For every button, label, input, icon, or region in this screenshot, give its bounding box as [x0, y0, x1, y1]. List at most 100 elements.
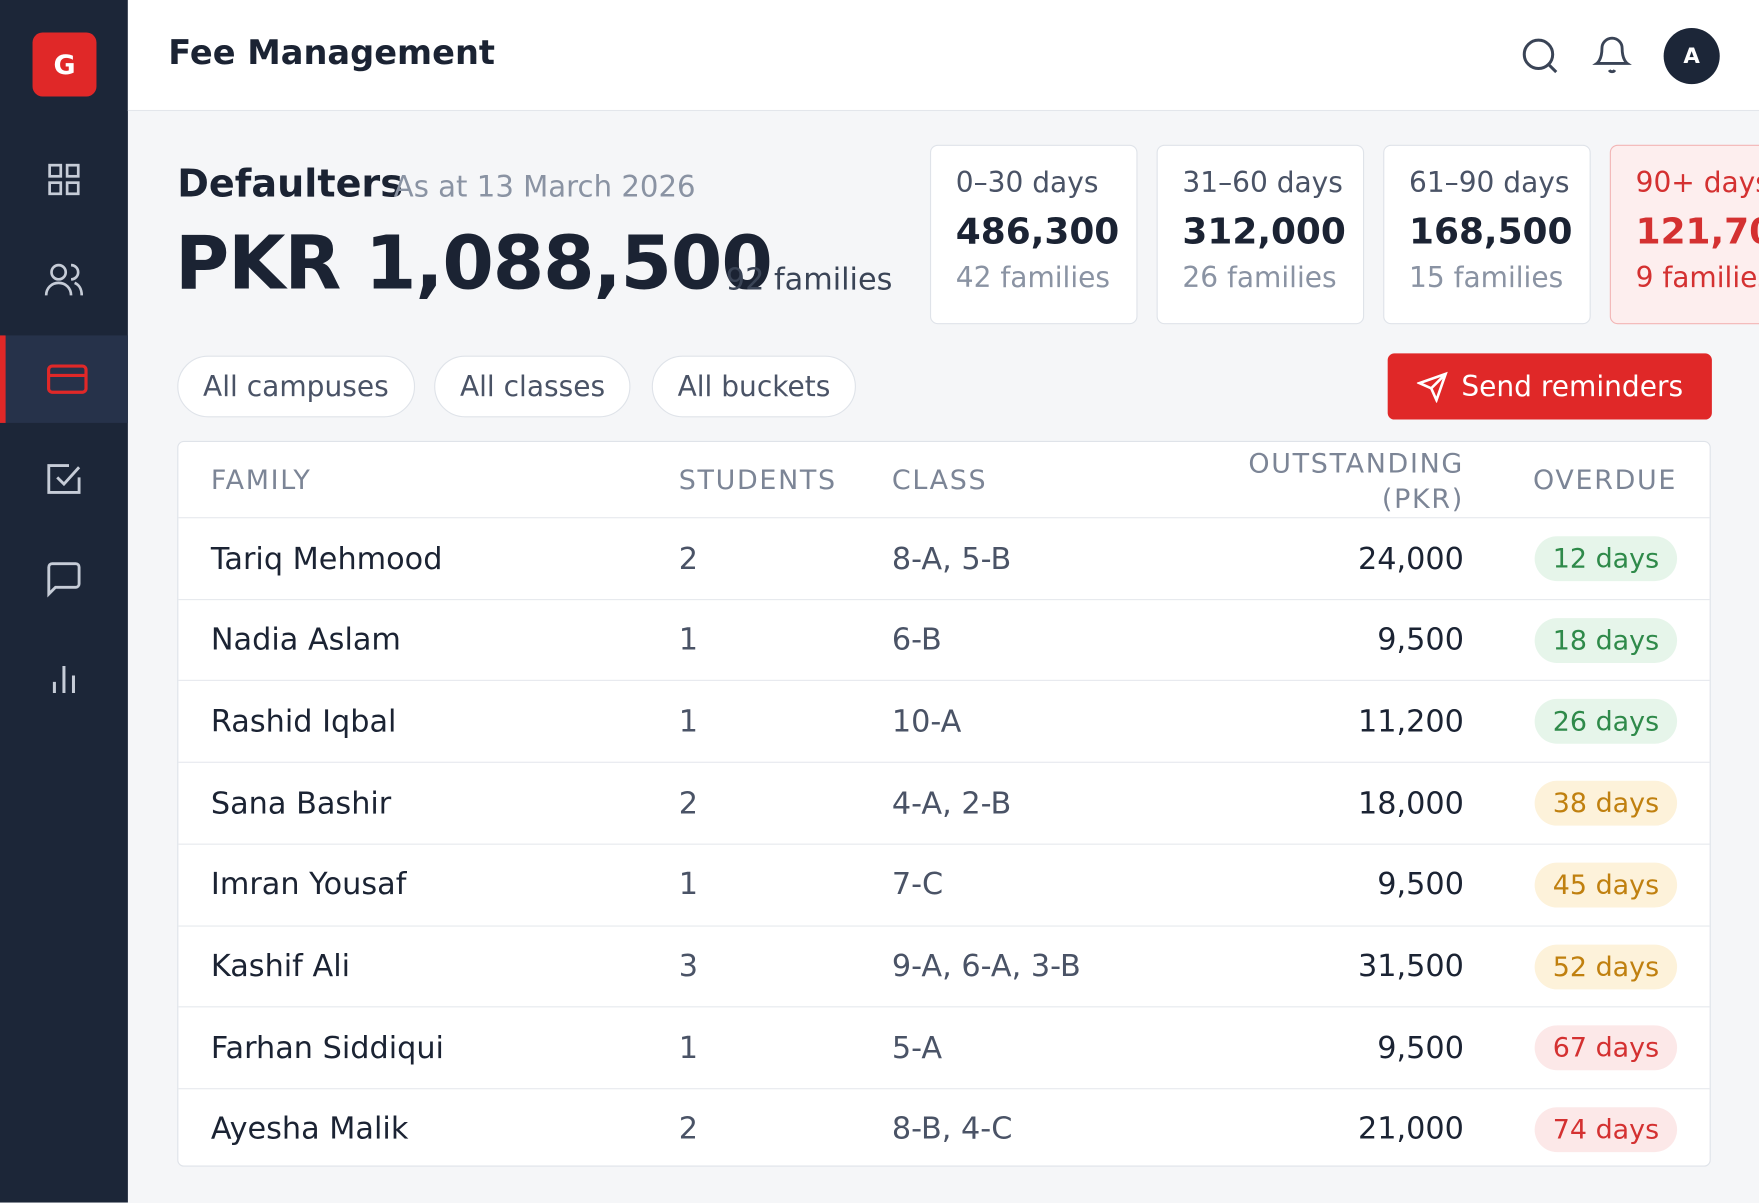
table-row[interactable]: Farhan Siddiqui 1 5-A 9,500 67 days: [178, 1006, 1710, 1089]
top-bar: Fee Management A: [127, 0, 1759, 112]
bucket-label: 90+ days: [1635, 166, 1759, 199]
family-cell: Tariq Mehmood: [210, 541, 443, 577]
students-cell: 1: [678, 867, 698, 903]
bucket-card[interactable]: 90+ days 121,700 9 families: [1609, 144, 1759, 325]
family-cell: Kashif Ali: [210, 949, 351, 984]
overdue-cell: 38 days: [1534, 763, 1678, 844]
overdue-badge: 12 days: [1534, 536, 1678, 582]
nav-reports[interactable]: [0, 635, 128, 723]
students-cell: 1: [678, 1030, 698, 1066]
class-cell: 7-C: [891, 867, 944, 903]
bucket-card[interactable]: 0–30 days 486,300 42 families: [929, 144, 1138, 325]
column-header: OVERDUE: [1533, 464, 1678, 496]
bucket-amount: 121,700: [1635, 209, 1759, 253]
filter-chip[interactable]: All campuses: [177, 355, 415, 418]
class-cell: 8-A, 5-B: [891, 541, 1012, 577]
overdue-cell: 74 days: [1534, 1089, 1678, 1165]
icon: [47, 464, 81, 494]
overdue-cell: 26 days: [1534, 681, 1678, 762]
students-cell: 2: [678, 1112, 698, 1147]
students-cell: 1: [678, 622, 698, 658]
send-reminders-button[interactable]: Send reminders: [1387, 353, 1712, 420]
bucket-amount: 486,300: [955, 209, 1120, 253]
overdue-cell: 18 days: [1534, 600, 1678, 681]
button-label: Send reminders: [1461, 370, 1684, 403]
table-row[interactable]: Imran Yousaf 1 7-C 9,500 45 days: [178, 843, 1710, 925]
defaulters-table: FAMILY STUDENTS CLASS OUTSTANDING (PKR) OVER…: [177, 440, 1711, 1167]
outstanding-cell: 18,000: [1357, 785, 1464, 821]
bucket-card[interactable]: 31–60 days 312,000 26 families: [1156, 144, 1365, 325]
class-cell: 6-B: [891, 622, 942, 658]
overdue-badge: 45 days: [1534, 862, 1678, 908]
outstanding-cell: 21,000: [1357, 1112, 1464, 1147]
family-cell: Farhan Siddiqui: [210, 1030, 444, 1066]
nav-tasks[interactable]: [0, 435, 128, 523]
family-cell: Sana Bashir: [210, 785, 392, 821]
outstanding-cell: 9,500: [1377, 1030, 1464, 1066]
table-row[interactable]: Nadia Aslam 1 6-B 9,500 18 days: [178, 598, 1710, 681]
send-icon: [1416, 371, 1448, 403]
column-header: OUTSTANDING (PKR): [1248, 447, 1464, 515]
icon: [46, 364, 88, 394]
overdue-badge: 74 days: [1534, 1107, 1678, 1152]
column-header: STUDENTS: [678, 464, 837, 496]
class-cell: 10-A: [891, 704, 962, 740]
overdue-badge: 38 days: [1534, 780, 1678, 826]
overdue-badge: 26 days: [1534, 699, 1678, 745]
class-cell: 4-A, 2-B: [891, 785, 1012, 821]
overdue-cell: 67 days: [1534, 1008, 1678, 1089]
column-header: FAMILY: [210, 464, 312, 496]
class-cell: 5-A: [891, 1030, 943, 1066]
table-row[interactable]: Sana Bashir 2 4-A, 2-B 18,000 38 days: [178, 761, 1710, 844]
summary-families: 92 families: [725, 262, 893, 298]
family-cell: Ayesha Malik: [210, 1112, 409, 1147]
table-row[interactable]: Kashif Ali 3 9-A, 6-A, 3-B 31,500 52 days: [178, 924, 1710, 1007]
icon: [48, 163, 80, 196]
nav-messages[interactable]: [0, 535, 128, 623]
bucket-families: 42 families: [955, 261, 1111, 294]
family-cell: Rashid Iqbal: [210, 704, 397, 740]
overdue-cell: 45 days: [1534, 844, 1678, 925]
nav-dashboard[interactable]: [0, 136, 128, 224]
overdue-badge: 52 days: [1534, 944, 1678, 989]
overdue-badge: 67 days: [1534, 1025, 1678, 1071]
icon: [52, 665, 75, 693]
overdue-cell: 12 days: [1534, 518, 1678, 599]
page-title: Fee Management: [168, 33, 495, 73]
table-row[interactable]: Ayesha Malik 2 8-B, 4-C 21,000 74 days: [178, 1088, 1710, 1166]
students-cell: 2: [678, 541, 698, 577]
summary-total: PKR 1,088,500: [175, 219, 773, 307]
bell-icon[interactable]: [1592, 35, 1632, 75]
summary-title: Defaulters: [177, 161, 403, 207]
outstanding-cell: 9,500: [1377, 622, 1464, 658]
avatar[interactable]: A: [1663, 28, 1720, 85]
bucket-families: 26 families: [1182, 261, 1337, 294]
column-header: CLASS: [891, 464, 988, 496]
family-cell: Imran Yousaf: [210, 867, 407, 903]
students-cell: 3: [678, 949, 698, 984]
filter-chip[interactable]: All classes: [434, 355, 631, 418]
filter-chip[interactable]: All buckets: [651, 355, 857, 418]
bucket-amount: 312,000: [1182, 209, 1346, 253]
bucket-card[interactable]: 61–90 days 168,500 15 families: [1383, 144, 1591, 325]
class-cell: 8-B, 4-C: [891, 1112, 1013, 1147]
logo[interactable]: G: [32, 32, 97, 97]
family-cell: Nadia Aslam: [210, 622, 401, 658]
nav-people[interactable]: [0, 236, 128, 324]
table-row[interactable]: Tariq Mehmood 2 8-A, 5-B 24,000 12 days: [178, 517, 1710, 599]
overdue-badge: 18 days: [1534, 617, 1678, 663]
outstanding-cell: 31,500: [1357, 949, 1464, 984]
students-cell: 2: [678, 785, 698, 821]
summary-date: As at 13 March 2026: [393, 170, 696, 205]
class-cell: 9-A, 6-A, 3-B: [891, 949, 1081, 984]
bucket-families: 9 families: [1635, 261, 1759, 294]
bucket-families: 15 families: [1408, 261, 1564, 294]
table-row[interactable]: Rashid Iqbal 1 10-A 11,200 26 days: [178, 680, 1710, 762]
icon: [47, 562, 81, 598]
nav-fees[interactable]: [0, 335, 128, 423]
search-icon[interactable]: [1519, 35, 1562, 78]
outstanding-cell: 24,000: [1357, 541, 1464, 577]
students-cell: 1: [678, 704, 698, 740]
